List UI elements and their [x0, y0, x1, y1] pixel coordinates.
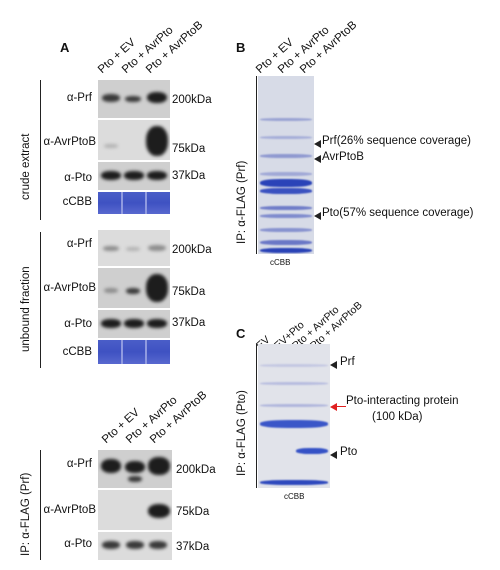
antibody-label: α-Pto: [64, 538, 92, 550]
annotation-avrptob: AvrPtoB: [322, 151, 364, 163]
blot-unbound-avrptob: [98, 268, 170, 308]
cbb-stain-unbound: [98, 340, 170, 364]
annotation-prf-c: Prf: [340, 356, 355, 368]
annotation-prf: Prf(26% sequence coverage): [322, 135, 471, 147]
antibody-label: α-Prf: [66, 92, 92, 104]
cbb-stain-crude: [98, 192, 170, 214]
arrow-prf-c: [330, 361, 337, 369]
antibody-label: α-Pto: [64, 318, 92, 330]
section-label-ip: IP: α-FLAG (Prf): [20, 472, 32, 556]
section-bracket-crude: [40, 80, 42, 220]
antibody-label: α-AvrPtoB: [43, 136, 96, 148]
blot-ip-avrptob: [98, 490, 172, 530]
blot-crude-avrptob: [98, 120, 170, 160]
stain-label: cCBB: [62, 196, 92, 208]
kda-marker: 37kDa: [172, 317, 206, 329]
kda-marker: 200kDa: [176, 464, 216, 476]
annotation-interacting-2: (100 kDa): [372, 411, 423, 423]
section-bracket-unbound: [40, 232, 42, 368]
arrow-interacting-c: [330, 403, 337, 411]
panel-b-letter: B: [236, 40, 246, 55]
arrow-interacting-line: [336, 406, 346, 408]
section-label-unbound: unbound fraction: [20, 266, 32, 352]
annotation-pto: Pto(57% sequence coverage): [322, 207, 474, 219]
blot-crude-pto: [98, 162, 170, 190]
caption-c: cCBB: [284, 492, 305, 501]
blot-crude-prf: [98, 80, 170, 118]
arrow-pto-b: [314, 212, 321, 220]
gel-c: [258, 344, 330, 488]
section-label-crude: crude extract: [20, 133, 32, 200]
blot-unbound-prf: [98, 230, 170, 266]
gel-b: [258, 76, 314, 254]
panel-c-letter: C: [236, 326, 246, 341]
bracket-c: [256, 344, 258, 488]
bracket-b: [256, 76, 258, 254]
section-bracket-ip: [40, 450, 42, 560]
annotation-interacting-1: Pto-interacting protein: [346, 395, 459, 407]
blot-ip-pto: [98, 532, 172, 560]
side-label-b: IP: α-FLAG (Prf): [236, 160, 248, 244]
antibody-label: α-Prf: [66, 458, 92, 470]
side-label-c: IP: α-FLAG (Pto): [236, 390, 248, 476]
antibody-label: α-AvrPtoB: [43, 282, 96, 294]
kda-marker: 200kDa: [172, 244, 212, 256]
blot-unbound-pto: [98, 310, 170, 338]
antibody-label: α-Pto: [64, 172, 92, 184]
kda-marker: 75kDa: [172, 286, 206, 298]
blot-ip-prf: [98, 450, 172, 488]
antibody-label: α-AvrPtoB: [43, 504, 96, 516]
panel-a-letter: A: [60, 40, 70, 55]
arrow-prf-b: [314, 140, 321, 148]
kda-marker: 75kDa: [176, 506, 210, 518]
antibody-label: α-Prf: [66, 238, 92, 250]
arrow-avrptob-b: [314, 155, 321, 163]
annotation-pto-c: Pto: [340, 446, 358, 458]
kda-marker: 200kDa: [172, 94, 212, 106]
caption-b: cCBB: [270, 258, 291, 267]
arrow-pto-c: [330, 451, 337, 459]
kda-marker: 75kDa: [172, 143, 206, 155]
kda-marker: 37kDa: [176, 541, 210, 553]
kda-marker: 37kDa: [172, 170, 206, 182]
stain-label: cCBB: [62, 346, 92, 358]
